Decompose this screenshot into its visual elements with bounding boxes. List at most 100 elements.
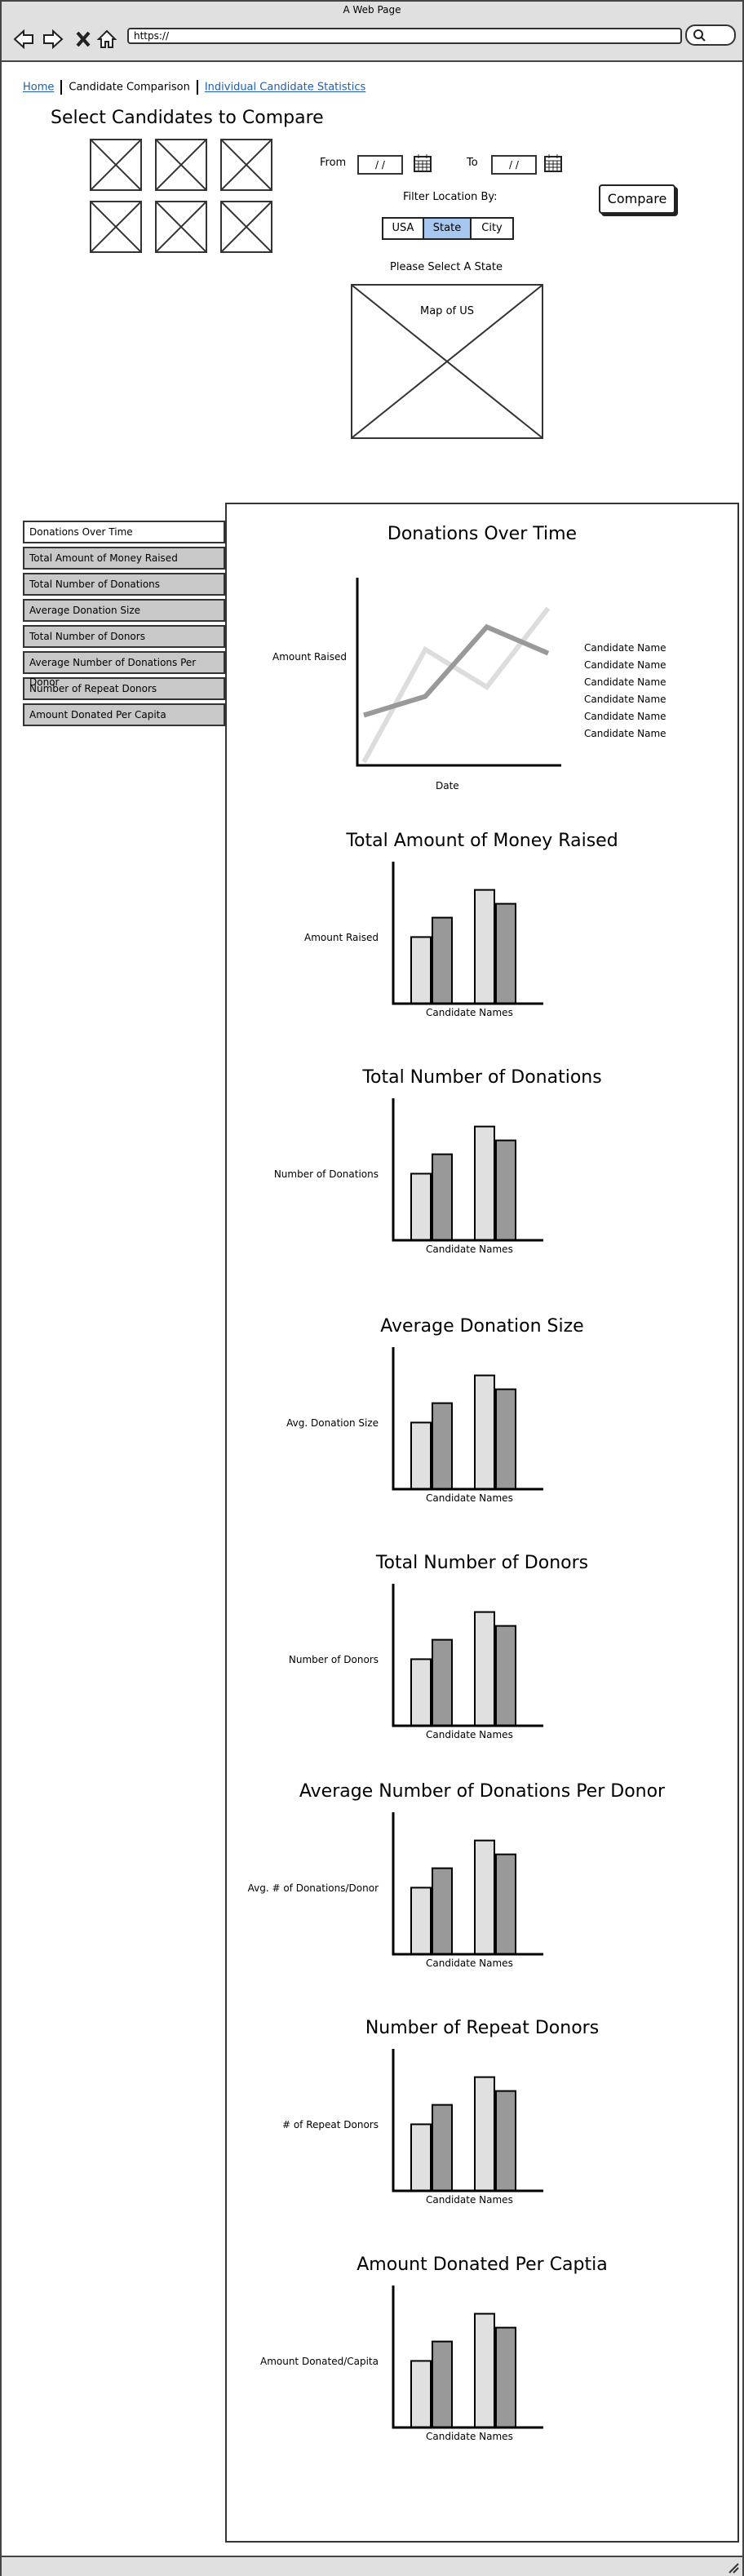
line-chart bbox=[356, 578, 561, 767]
back-icon[interactable] bbox=[13, 29, 34, 49]
bar bbox=[410, 1887, 432, 1955]
from-label: From bbox=[320, 157, 347, 169]
tab-repeat-donors[interactable]: Number of Repeat Donors bbox=[23, 677, 225, 700]
legend-entry: Candidate Name bbox=[584, 728, 666, 739]
bar-chart-xlabel: Candidate Names bbox=[426, 1244, 513, 1255]
bar bbox=[495, 2326, 516, 2428]
bar-chart-xlabel: Candidate Names bbox=[426, 2431, 513, 2442]
bar bbox=[495, 1139, 516, 1241]
status-bar bbox=[2, 2556, 742, 2576]
from-date-input[interactable]: / / bbox=[357, 155, 403, 175]
line-series-2 bbox=[363, 623, 550, 718]
line-chart-xlabel: Date bbox=[436, 780, 459, 791]
bar-chart bbox=[392, 1347, 543, 1491]
window-title: A Web Page bbox=[2, 2, 742, 18]
bar-chart-axes bbox=[392, 2049, 543, 2192]
bar-chart-ylabel: Avg. Donation Size bbox=[286, 1417, 379, 1429]
bar-chart bbox=[392, 2286, 543, 2429]
bar-chart-ylabel: Amount Raised bbox=[304, 932, 379, 943]
close-icon[interactable] bbox=[75, 29, 91, 49]
tab-total-donors[interactable]: Total Number of Donors bbox=[23, 625, 225, 648]
forward-icon[interactable] bbox=[42, 29, 64, 49]
line-chart-ylabel: Amount Raised bbox=[272, 651, 347, 663]
legend-entry: Candidate Name bbox=[584, 711, 666, 722]
bar bbox=[474, 1839, 495, 1955]
candidate-image-6[interactable] bbox=[220, 201, 272, 253]
breadcrumb-divider bbox=[196, 80, 198, 95]
line-legend: Candidate Name Candidate Name Candidate … bbox=[584, 640, 666, 743]
tab-donations-over-time[interactable]: Donations Over Time bbox=[23, 521, 225, 543]
tab-amount-per-capita[interactable]: Amount Donated Per Capita bbox=[23, 703, 225, 726]
legend-entry: Candidate Name bbox=[584, 694, 666, 705]
bar bbox=[432, 2104, 453, 2192]
filter-usa-button[interactable]: USA bbox=[382, 217, 424, 240]
home-icon[interactable] bbox=[96, 29, 117, 49]
bar-chart-axes bbox=[392, 2286, 543, 2429]
bar bbox=[474, 1374, 495, 1490]
us-map[interactable]: Map of US bbox=[351, 284, 543, 439]
legend-entry: Candidate Name bbox=[584, 659, 666, 671]
bar-chart-ylabel: Number of Donors bbox=[288, 1654, 379, 1665]
legend-entry: Candidate Name bbox=[584, 676, 666, 688]
bar bbox=[410, 2123, 432, 2192]
bar-chart-axes bbox=[392, 1584, 543, 1727]
url-bar[interactable]: https:// bbox=[127, 28, 682, 44]
bar bbox=[432, 1153, 453, 1241]
tab-average-donation-size[interactable]: Average Donation Size bbox=[23, 599, 225, 622]
bar-chart bbox=[392, 1584, 543, 1727]
map-label: Map of US bbox=[420, 305, 474, 317]
bar-chart-xlabel: Candidate Names bbox=[426, 1007, 513, 1018]
resize-handle-icon[interactable] bbox=[726, 2560, 739, 2574]
bar bbox=[474, 2312, 495, 2428]
breadcrumb-home-link[interactable]: Home bbox=[23, 81, 55, 94]
charts-panel: Donations Over Time Amount Raised Date C… bbox=[225, 503, 739, 2543]
candidate-image-2[interactable] bbox=[155, 139, 207, 191]
filter-state-button[interactable]: State bbox=[423, 217, 472, 240]
line-chart-axes bbox=[356, 578, 561, 767]
candidate-image-3[interactable] bbox=[220, 139, 272, 191]
bar bbox=[495, 902, 516, 1004]
bar bbox=[474, 2076, 495, 2192]
search-icon bbox=[693, 29, 706, 42]
bar bbox=[474, 1611, 495, 1727]
breadcrumb-stats-link[interactable]: Individual Candidate Statistics bbox=[204, 81, 366, 94]
bar-chart-axes bbox=[392, 1347, 543, 1491]
line-series-1 bbox=[361, 606, 551, 764]
filter-city-button[interactable]: City bbox=[470, 217, 514, 240]
to-date-input[interactable]: / / bbox=[491, 155, 537, 175]
bar-chart-title: Total Number of Donors bbox=[375, 1553, 589, 1573]
tab-total-donations[interactable]: Total Number of Donations bbox=[23, 573, 225, 596]
bar-chart-ylabel: Avg. # of Donations/Donor bbox=[247, 1882, 379, 1894]
select-candidates-heading: Select Candidates to Compare bbox=[51, 108, 324, 128]
calendar-icon[interactable] bbox=[543, 153, 563, 173]
bar-chart-ylabel: Number of Donations bbox=[273, 1168, 379, 1180]
bar-chart-xlabel: Candidate Names bbox=[426, 1492, 513, 1504]
bar-chart-axes bbox=[392, 1812, 543, 1956]
bar bbox=[432, 2340, 453, 2428]
bar-chart-title: Total Number of Donations bbox=[362, 1067, 602, 1088]
legend-entry: Candidate Name bbox=[584, 642, 666, 654]
tab-average-donations-per-donor[interactable]: Average Number of Donations Per Donor bbox=[23, 651, 225, 688]
bar bbox=[410, 1173, 432, 1241]
compare-button[interactable]: Compare bbox=[599, 184, 675, 214]
bar-chart-title: Number of Repeat Donors bbox=[365, 2018, 600, 2038]
bar bbox=[410, 1421, 432, 1490]
calendar-icon[interactable] bbox=[413, 153, 432, 173]
breadcrumb-current: Candidate Comparison bbox=[69, 81, 190, 94]
bar-chart-ylabel: Amount Donated/Capita bbox=[259, 2356, 379, 2367]
breadcrumb: Home Candidate Comparison Individual Candi… bbox=[23, 80, 365, 95]
candidate-image-4[interactable] bbox=[90, 201, 142, 253]
bar bbox=[410, 2360, 432, 2428]
state-prompt: Please Select A State bbox=[390, 261, 503, 273]
candidate-image-5[interactable] bbox=[155, 201, 207, 253]
bar-chart-xlabel: Candidate Names bbox=[426, 1729, 513, 1740]
bar bbox=[474, 1125, 495, 1241]
search-button[interactable] bbox=[685, 24, 736, 46]
bar bbox=[432, 916, 453, 1004]
bar bbox=[410, 936, 432, 1004]
bar-chart-title: Total Amount of Money Raised bbox=[346, 831, 618, 851]
bar bbox=[432, 1402, 453, 1490]
bar bbox=[432, 1638, 453, 1727]
tab-total-money-raised[interactable]: Total Amount of Money Raised bbox=[23, 547, 225, 570]
candidate-image-1[interactable] bbox=[90, 139, 142, 191]
